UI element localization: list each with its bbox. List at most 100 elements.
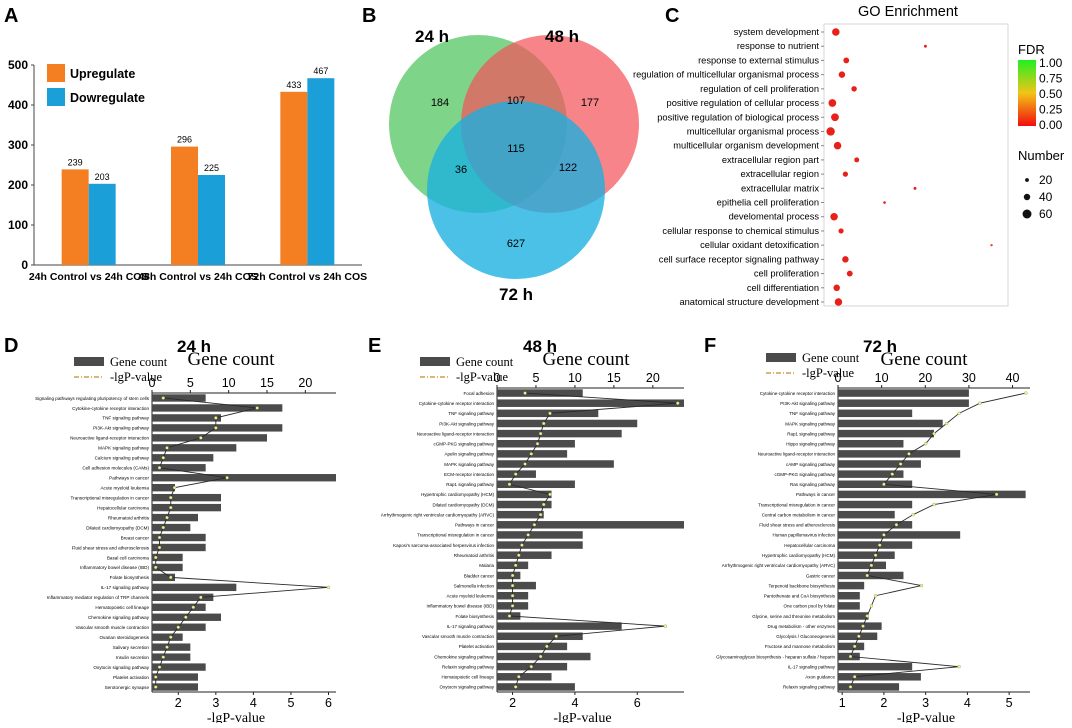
pathway-label: Drug metabolism - other enzymes [767,624,835,629]
legend-up-swatch [47,64,65,82]
pathway-label: One carbon pool by folate [783,604,835,609]
gene-count-bar [497,673,552,681]
lgp-point [548,492,552,497]
pathway-label: Neuroactive ligand-receptor interaction [70,436,149,441]
gene-count-bar [152,493,221,502]
gene-count-bar [497,622,622,630]
lgp-point [869,563,874,567]
gene-count-bar [838,521,913,529]
go-dot [913,186,917,190]
venn-count-24h-72h: 36 [455,164,467,176]
panel-letter-e: E [368,335,381,357]
lgp-point [507,482,512,486]
gene-count-bar [838,622,882,630]
go-dot [826,127,835,136]
lgp-point [529,665,533,669]
bottom-tick-label: 4 [571,696,578,710]
pathway-label: Ras signaling pathway [790,482,836,487]
lgp-point [865,614,869,618]
lgp-point [535,442,540,446]
pathway-label: Fluid shear stress and atherosclerosis [72,545,150,550]
lgp-point [848,685,853,689]
panel-title: 72 h [863,337,897,356]
go-dot [831,113,839,122]
lgp-point [157,665,162,669]
panel-b-venn: B 24 h 48 h 72 h 184 177 107 115 36 122 … [362,5,639,304]
pathway-label: Pathways in cancer [455,523,495,528]
pathway-label: Axon guidance [805,675,835,680]
gene-count-bar [497,581,536,590]
lgp-point [890,472,894,476]
pathway-label: Dilated cardiomyopathy (DCM) [86,525,149,530]
fdr-tick-label: 0.25 [1039,103,1063,117]
bottom-tick-label: 2 [880,696,887,710]
go-term-label: regulation of cell proliferation [700,84,819,94]
number-legend-label: 20 [1039,173,1053,187]
go-term-label: develomental process [729,212,820,222]
bottom-tick-label: 4 [250,696,257,710]
gene-count-bar [838,480,913,489]
top-axis-title: Gene count [542,349,630,370]
pathway-label: Arrhythmogenic right ventricular cardiom… [381,512,495,517]
pathway-label: Rap1 signaling pathway [787,431,836,436]
gene-count-bar [497,429,622,438]
go-dot [846,270,853,277]
panel-letter-c: C [665,5,679,27]
bottom-tick-label: 5 [287,696,294,710]
lgp-point [873,594,878,598]
lgp-point [907,452,911,456]
pathway-label: Glycosaminoglycan biosynthesis - heparan… [716,654,835,659]
lgp-point [545,644,549,649]
gene-count-bar [838,673,921,681]
x-category-label: 24h Control vs 24h COS [29,271,149,283]
gene-count-bar [497,642,568,651]
pathway-label: Inflammatory mediator regulation of TRP … [47,595,150,600]
lgp-point [154,675,158,679]
pathway-label: Arrhythmogenic right ventricular cardiom… [722,563,836,568]
panel-c-go-enrichment: C GO Enrichment system development respon… [633,4,1065,307]
gene-count-bar [152,523,191,532]
gene-count-bar [838,541,913,549]
lgp-point [924,442,928,446]
pathway-label: Malaria [479,563,494,568]
y-tick-label: 200 [8,178,28,192]
lgp-point [548,411,552,415]
gene-count-bar [152,444,237,452]
gene-count-bar [497,571,521,580]
pathway-label: IL-17 signaling pathway [447,624,495,629]
gene-count-bar [152,563,183,572]
fdr-tick-label: 1.00 [1039,56,1063,70]
pathway-label: Rap1 signaling pathway [446,482,495,487]
top-tick-label: 40 [1006,371,1020,385]
pathway-label: Cytokine-cytokine receptor interaction [72,406,149,411]
gene-count-bar [152,553,183,562]
pathway-label: Oxytocin signaling pathway [93,665,149,670]
gene-count-bar [838,561,886,570]
pathway-label: IL-17 signaling pathway [101,585,150,590]
go-term-label: positive regulation of biological proces… [657,112,819,122]
lgp-point [510,573,515,578]
gene-count-bar [152,434,267,442]
lgp-point [538,513,543,517]
gene-count-bar [838,399,969,407]
lgp-point [510,594,515,598]
lgp-point [165,515,169,520]
lgp-point [176,625,180,629]
gene-count-bar [152,404,283,412]
lgp-point [882,482,886,486]
pathway-label: Fructose and mannose metabolism [765,644,836,649]
legend-gene-count-label: Gene count [456,355,514,369]
pathway-label: Relaxin signaling pathway [442,664,495,669]
pathway-label: Rheumatoid arthritis [108,515,150,520]
lgp-point [882,533,886,537]
lgp-point [873,553,878,557]
lgp-point [165,446,169,450]
bar-down [88,183,116,265]
lgp-point [898,462,903,466]
pathway-label: TNF signaling pathway [789,411,836,416]
gene-count-bar [152,533,206,542]
top-tick-label: 10 [875,371,889,385]
go-plot-frame [823,23,1009,307]
panel-a-bar-chart: A Upregulate Dowregulate 0 100 200 300 400 50… [4,5,367,283]
venn-count-48h-only: 177 [581,97,599,109]
